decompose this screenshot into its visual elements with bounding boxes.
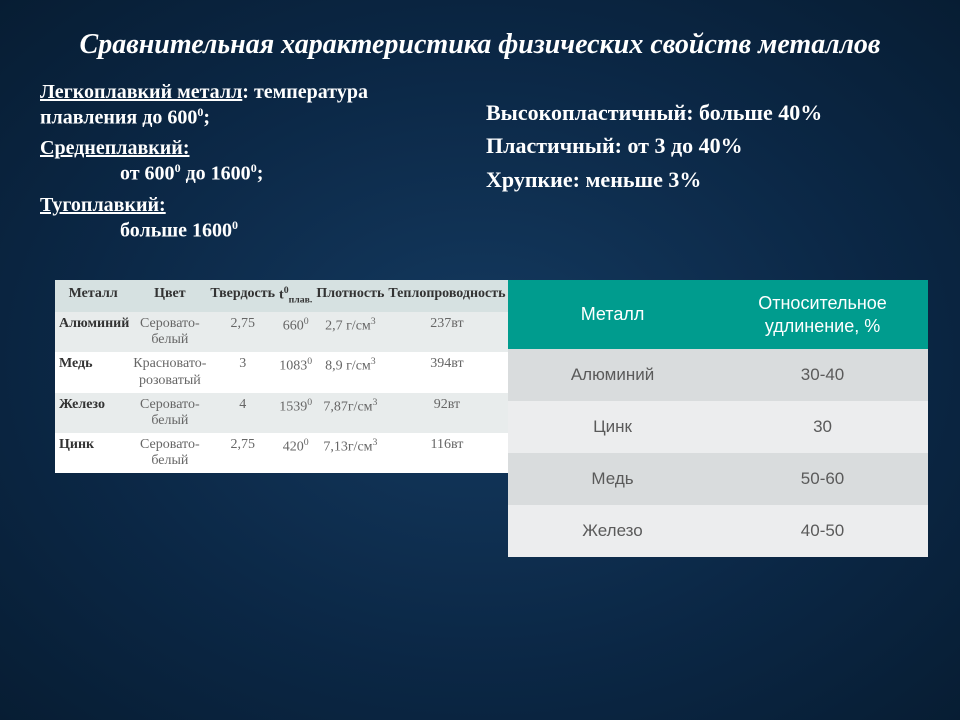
- cell-tmelt: 10830: [277, 352, 314, 392]
- col-tmelt: t0плав.: [277, 280, 314, 312]
- cell-elongation: 50-60: [718, 453, 928, 505]
- elongation-table: Металл Относительное удлинение, % Алюмин…: [508, 280, 928, 557]
- cell-color: Красновато-розоватый: [131, 352, 208, 392]
- cell-hardness: 2,75: [208, 312, 277, 352]
- col-metal: Металл: [55, 280, 131, 312]
- table-row: МедьКрасновато-розоватый3108308,9 г/см33…: [55, 352, 508, 392]
- def-high-plastic: Высокопластичный: больше 40%: [486, 98, 920, 128]
- cell-metal: Медь: [55, 352, 131, 392]
- col-color: Цвет: [131, 280, 208, 312]
- cell-conductivity: 92вт: [386, 393, 507, 433]
- table-row: Алюминий30-40: [508, 349, 928, 401]
- table-row: Цинк30: [508, 401, 928, 453]
- col-elongation: Относительное удлинение, %: [718, 280, 928, 349]
- cell-metal: Цинк: [55, 433, 131, 473]
- cell-color: Серовато-белый: [131, 312, 208, 352]
- cell-color: Серовато-белый: [131, 433, 208, 473]
- col-density: Плотность: [314, 280, 386, 312]
- properties-tbody: АлюминийСеровато-белый2,7566002,7 г/см32…: [55, 312, 508, 473]
- table-row: ЖелезоСеровато-белый4153907,87г/см392вт: [55, 393, 508, 433]
- slide: Сравнительная характеристика физических …: [0, 0, 960, 720]
- cell-elongation: 30: [718, 401, 928, 453]
- cell-conductivity: 116вт: [386, 433, 507, 473]
- cell-metal: Алюминий: [508, 349, 718, 401]
- cell-metal: Железо: [508, 505, 718, 557]
- def-mid-melting: Среднеплавкий: от 6000 до 16000;: [40, 136, 470, 187]
- table-row: ЦинкСеровато-белый2,7542007,13г/см3116вт: [55, 433, 508, 473]
- cell-elongation: 30-40: [718, 349, 928, 401]
- cell-hardness: 4: [208, 393, 277, 433]
- cell-metal: Железо: [55, 393, 131, 433]
- table-row: Железо40-50: [508, 505, 928, 557]
- table-row: АлюминийСеровато-белый2,7566002,7 г/см32…: [55, 312, 508, 352]
- cell-density: 2,7 г/см3: [314, 312, 386, 352]
- melting-definitions: Легкоплавкий металл: температура плавлен…: [40, 80, 470, 250]
- slide-title: Сравнительная характеристика физических …: [40, 28, 920, 62]
- col-metal: Металл: [508, 280, 718, 349]
- cell-elongation: 40-50: [718, 505, 928, 557]
- col-hardness: Твердость: [208, 280, 277, 312]
- cell-tmelt: 4200: [277, 433, 314, 473]
- table-row: Медь50-60: [508, 453, 928, 505]
- cell-density: 7,87г/см3: [314, 393, 386, 433]
- properties-table: Металл Цвет Твердость t0плав. Плотность …: [55, 280, 508, 473]
- def-high-melting: Тугоплавкий: больше 16000: [40, 193, 470, 244]
- cell-conductivity: 237вт: [386, 312, 507, 352]
- col-conductivity: Теплопроводность: [386, 280, 507, 312]
- cell-metal: Цинк: [508, 401, 718, 453]
- cell-hardness: 2,75: [208, 433, 277, 473]
- def-plastic: Пластичный: от 3 до 40%: [486, 131, 920, 161]
- plasticity-definitions: Высокопластичный: больше 40% Пластичный:…: [486, 80, 920, 250]
- elongation-tbody: Алюминий30-40Цинк30Медь50-60Железо40-50: [508, 349, 928, 557]
- table-header-row: Металл Цвет Твердость t0плав. Плотность …: [55, 280, 508, 312]
- table-header-row: Металл Относительное удлинение, %: [508, 280, 928, 349]
- cell-metal: Алюминий: [55, 312, 131, 352]
- def-low-melting: Легкоплавкий металл: температура плавлен…: [40, 80, 470, 131]
- def-brittle: Хрупкие: меньше 3%: [486, 165, 920, 195]
- cell-density: 8,9 г/см3: [314, 352, 386, 392]
- cell-tmelt: 6600: [277, 312, 314, 352]
- definition-columns: Легкоплавкий металл: температура плавлен…: [40, 80, 920, 250]
- cell-density: 7,13г/см3: [314, 433, 386, 473]
- tables-container: Металл Цвет Твердость t0плав. Плотность …: [55, 280, 935, 557]
- cell-hardness: 3: [208, 352, 277, 392]
- cell-conductivity: 394вт: [386, 352, 507, 392]
- cell-tmelt: 15390: [277, 393, 314, 433]
- cell-metal: Медь: [508, 453, 718, 505]
- cell-color: Серовато-белый: [131, 393, 208, 433]
